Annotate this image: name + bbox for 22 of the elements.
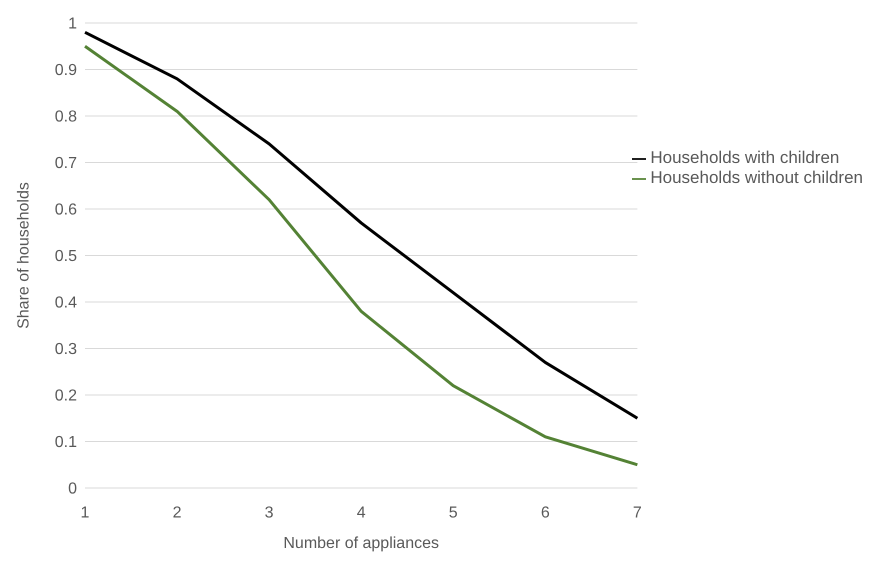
y-axis-title: Share of households — [16, 182, 33, 329]
y-tick-label: 0.9 — [54, 62, 78, 80]
x-tick-label: 4 — [356, 504, 366, 522]
y-tick-label: 0.8 — [54, 108, 78, 126]
y-tick-label: 0.1 — [54, 434, 78, 452]
y-tick-label: 0 — [68, 480, 78, 498]
y-tick-label: 0.3 — [54, 341, 78, 358]
y-tick-label: 0.2 — [54, 388, 78, 405]
x-tick-label: 5 — [448, 504, 458, 522]
x-tick-label: 3 — [264, 504, 274, 522]
legend-label: Households with children — [650, 148, 840, 167]
x-tick-label: 2 — [172, 504, 182, 522]
y-tick-label: 1 — [68, 16, 78, 33]
x-tick-label: 6 — [540, 504, 550, 522]
y-tick-label: 0.4 — [54, 294, 78, 312]
x-tick-label: 1 — [80, 504, 90, 522]
y-tick-label: 0.5 — [54, 248, 78, 266]
legend-label: Households without children — [650, 168, 863, 187]
x-tick-label: 7 — [632, 504, 642, 522]
y-tick-label: 0.7 — [54, 155, 78, 172]
x-axis-title: Number of appliances — [283, 535, 440, 552]
y-tick-label: 0.6 — [54, 202, 78, 219]
